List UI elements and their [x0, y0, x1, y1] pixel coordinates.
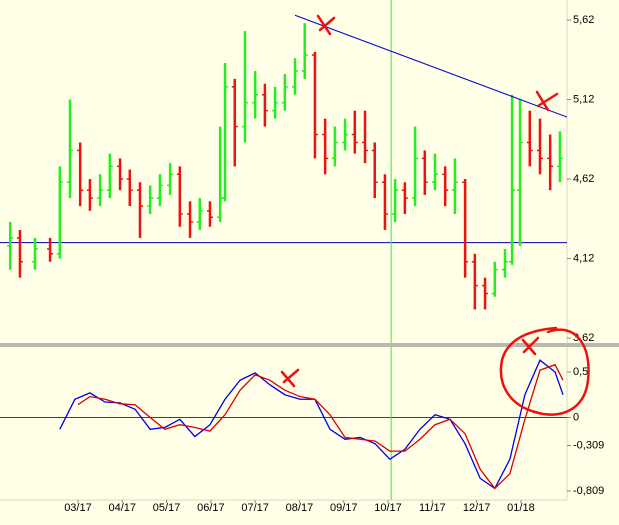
- y-tick-label: -0,309: [573, 439, 604, 451]
- y-tick-label: 3,62: [573, 332, 594, 344]
- x-tick-label: 07/17: [241, 502, 269, 514]
- ohlc-bar: [16, 229, 23, 278]
- ohlc-bar: [401, 182, 408, 215]
- ohlc-bar: [412, 126, 419, 207]
- ohlc-bar: [392, 179, 399, 222]
- ohlc-bar: [77, 142, 84, 207]
- ohlc-bar: [117, 158, 124, 191]
- ohlc-bar: [252, 70, 259, 119]
- ohlc-bar: [272, 86, 279, 119]
- ohlc-bar: [526, 110, 533, 167]
- ohlc-bar: [206, 201, 213, 227]
- ohlc-bar: [482, 277, 489, 310]
- y-tick-label: 4,62: [573, 173, 594, 185]
- y-tick-label: 4,12: [573, 252, 594, 264]
- ohlc-bar: [147, 185, 154, 215]
- ohlc-bar: [509, 94, 516, 265]
- ohlc-bar: [431, 153, 438, 191]
- ohlc-bar: [462, 179, 469, 278]
- x-tick-label: 03/17: [64, 502, 92, 514]
- x-tick-label: 08/17: [286, 502, 314, 514]
- ohlc-bar: [351, 110, 358, 154]
- ohlc-bar: [501, 249, 508, 278]
- ohlc-bar: [471, 253, 478, 310]
- cross-mark: [535, 90, 559, 112]
- ohlc-bar: [156, 174, 163, 207]
- ohlc-bar: [7, 221, 14, 270]
- ohlc-bar: [517, 99, 524, 246]
- ohlc-bar: [167, 163, 174, 195]
- ohlc-bar: [451, 158, 458, 215]
- ohlc-bar: [362, 110, 369, 164]
- ohlc-bar: [536, 118, 543, 175]
- y-tick-label: 5,12: [573, 93, 594, 105]
- ohlc-bar: [126, 169, 133, 207]
- ohlc-bar: [241, 31, 248, 143]
- y-tick-label: 0,5: [573, 366, 588, 378]
- ohlc-bar: [371, 142, 378, 199]
- ohlc-bar: [442, 166, 449, 207]
- x-tick-label: 11/17: [419, 502, 446, 514]
- plot: 3,62 4,12 4,62 5,12 5,62 -0,809 -0,309 0 0,5 03/1…: [0, 0, 604, 514]
- ohlc-bar: [261, 83, 268, 127]
- x-tick-label: 10/17: [374, 502, 402, 514]
- ohlc-bar: [322, 118, 329, 175]
- circle-mark: [499, 326, 590, 416]
- y-tick-label: 0: [573, 411, 579, 423]
- x-tick-label: 06/17: [197, 502, 225, 514]
- ohlc-bar: [281, 74, 288, 111]
- ohlc-bar: [196, 198, 203, 230]
- x-tick-label: 09/17: [330, 502, 358, 514]
- ohlc-bar: [311, 51, 318, 159]
- ohlc-bar: [187, 201, 194, 238]
- ohlc-bar: [491, 261, 498, 297]
- ohlc-bar: [292, 58, 299, 95]
- ohlc-bar: [556, 131, 563, 183]
- panel-separator: [0, 343, 619, 347]
- ohlc-bar: [31, 237, 38, 270]
- ohlc-bar: [421, 150, 428, 195]
- ohlc-bar: [106, 153, 113, 199]
- ohlc-bar: [66, 99, 73, 199]
- x-tick-label: 12/17: [463, 502, 491, 514]
- cross-mark: [521, 336, 540, 356]
- ohlc-bar: [56, 166, 63, 259]
- ohlc-bar: [342, 118, 349, 151]
- ohlc-bar: [547, 134, 554, 191]
- y-tick-label: 5,62: [573, 14, 594, 26]
- x-tick-label: 04/17: [108, 502, 136, 514]
- ohlc-bar: [381, 174, 388, 230]
- ohlc-bar: [136, 182, 143, 238]
- y-tick-label: -0,809: [573, 485, 604, 497]
- ohlc-bar: [176, 166, 183, 227]
- ohlc-bar: [86, 179, 93, 211]
- ohlc-bar: [222, 62, 229, 202]
- trend-line: [294, 14, 568, 118]
- cross-mark: [280, 368, 300, 388]
- ohlc-bar: [97, 174, 104, 207]
- series-line: [77, 363, 564, 490]
- ohlc-bar: [301, 23, 308, 79]
- ohlc-bar: [47, 237, 54, 262]
- cross-mark: [316, 14, 336, 36]
- x-tick-label: 01/18: [507, 502, 535, 514]
- ohlc-bar: [331, 126, 338, 167]
- ohlc-bar: [231, 78, 238, 167]
- annotations: [280, 14, 590, 416]
- x-tick-label: 05/17: [153, 502, 181, 514]
